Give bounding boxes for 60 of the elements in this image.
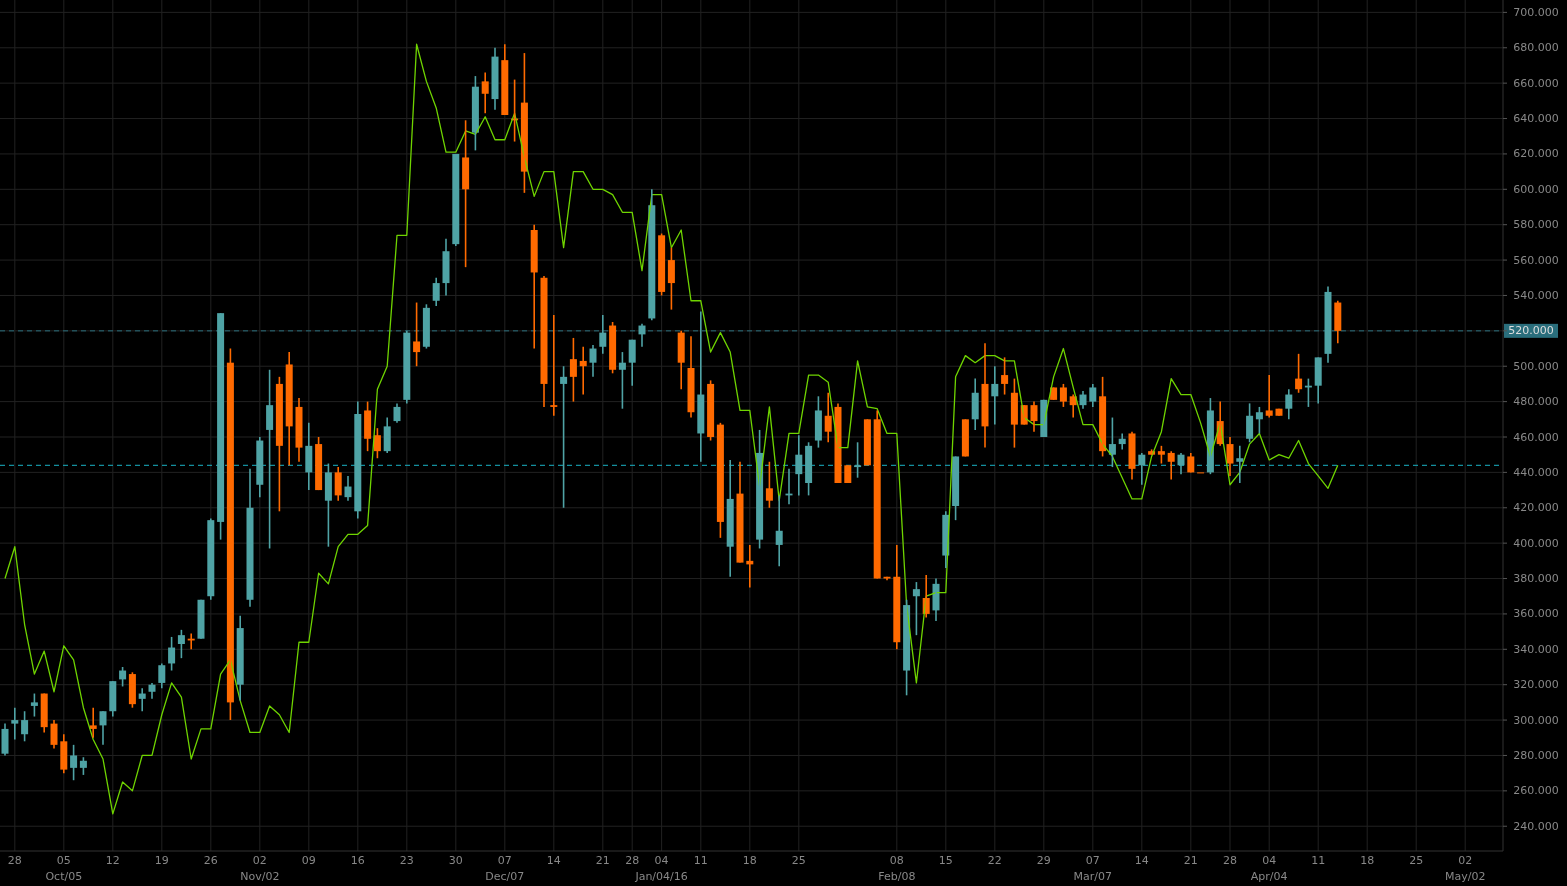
x-tick-label: 28 bbox=[7, 854, 22, 867]
x-tick-label: 18 bbox=[742, 854, 757, 867]
y-tick-label: 700.000 bbox=[1513, 5, 1559, 19]
x-tick-label: 02 May/02 bbox=[1444, 854, 1486, 883]
x-tick-label: 30 bbox=[448, 854, 463, 867]
x-tick-label: 14 bbox=[546, 854, 561, 867]
ref-line-label: 520.000 bbox=[1508, 324, 1554, 338]
x-tick-label: 29 bbox=[1036, 854, 1051, 867]
x-tick-label: 11 bbox=[1311, 854, 1326, 867]
y-tick-label: 360.000 bbox=[1513, 607, 1559, 621]
x-tick-label: 28 bbox=[1223, 854, 1237, 867]
x-tick-label: 23 bbox=[399, 854, 414, 867]
x-tick-label: 15 bbox=[938, 854, 953, 867]
y-tick-label: 620.000 bbox=[1513, 147, 1559, 161]
y-tick-label: 380.000 bbox=[1513, 572, 1559, 586]
x-tick-label: 25 bbox=[1409, 854, 1424, 867]
y-tick-label: 500.000 bbox=[1513, 359, 1559, 373]
candlestick bbox=[30, 692, 38, 718]
y-tick-label: 540.000 bbox=[1513, 288, 1559, 302]
y-tick-label: 300.000 bbox=[1513, 713, 1559, 727]
y-tick-label: 640.000 bbox=[1513, 112, 1559, 126]
x-tick-label: 19 bbox=[154, 854, 169, 867]
y-tick-label: 560.000 bbox=[1513, 253, 1559, 267]
y-tick-label: 660.000 bbox=[1513, 76, 1559, 90]
x-tick-label: 08 Feb/08 bbox=[878, 854, 916, 883]
y-tick-label: 260.000 bbox=[1513, 784, 1559, 798]
x-tick-label: 07 Mar/07 bbox=[1073, 854, 1113, 883]
x-tick-label: 25 bbox=[791, 854, 806, 867]
x-tick-label: 11 bbox=[693, 854, 708, 867]
y-tick-label: 680.000 bbox=[1513, 41, 1559, 55]
y-tick-label: 340.000 bbox=[1513, 642, 1559, 656]
y-tick-label: 580.000 bbox=[1513, 218, 1559, 232]
y-tick-label: 440.000 bbox=[1513, 465, 1559, 479]
x-tick-label: 18 bbox=[1360, 854, 1375, 867]
x-tick-label: 12 bbox=[105, 854, 120, 867]
candlestick bbox=[765, 460, 773, 509]
x-tick-label: 09 bbox=[301, 854, 316, 867]
y-tick-label: 420.000 bbox=[1513, 501, 1559, 515]
y-tick-label: 600.000 bbox=[1513, 182, 1559, 196]
y-tick-label: 400.000 bbox=[1513, 536, 1559, 550]
x-tick-label: 28 bbox=[625, 854, 640, 867]
x-tick-label: 02 Nov/02 bbox=[240, 854, 280, 883]
y-tick-label: 480.000 bbox=[1513, 395, 1559, 409]
candlestick bbox=[70, 744, 78, 782]
x-tick-label: 26 bbox=[203, 854, 218, 867]
x-tick-label: 16 bbox=[350, 854, 365, 867]
candlestick bbox=[1059, 383, 1067, 408]
x-tick-label: 04 Apr/04 bbox=[1250, 854, 1288, 883]
x-tick-label: 14 bbox=[1134, 854, 1149, 867]
y-tick-label: 460.000 bbox=[1513, 430, 1559, 444]
x-tick-label: 07 Dec/07 bbox=[485, 854, 525, 883]
y-tick-label: 280.000 bbox=[1513, 748, 1559, 762]
line-series bbox=[4, 43, 1339, 815]
y-tick-label: 320.000 bbox=[1513, 678, 1559, 692]
x-tick-label: 21 bbox=[595, 854, 610, 867]
x-tick-label: 22 bbox=[987, 854, 1002, 867]
candlestick bbox=[854, 441, 862, 479]
x-tick-label: 21 bbox=[1183, 854, 1198, 867]
x-tick-label: 05 Oct/05 bbox=[45, 854, 83, 883]
y-tick-label: 240.000 bbox=[1513, 819, 1559, 833]
